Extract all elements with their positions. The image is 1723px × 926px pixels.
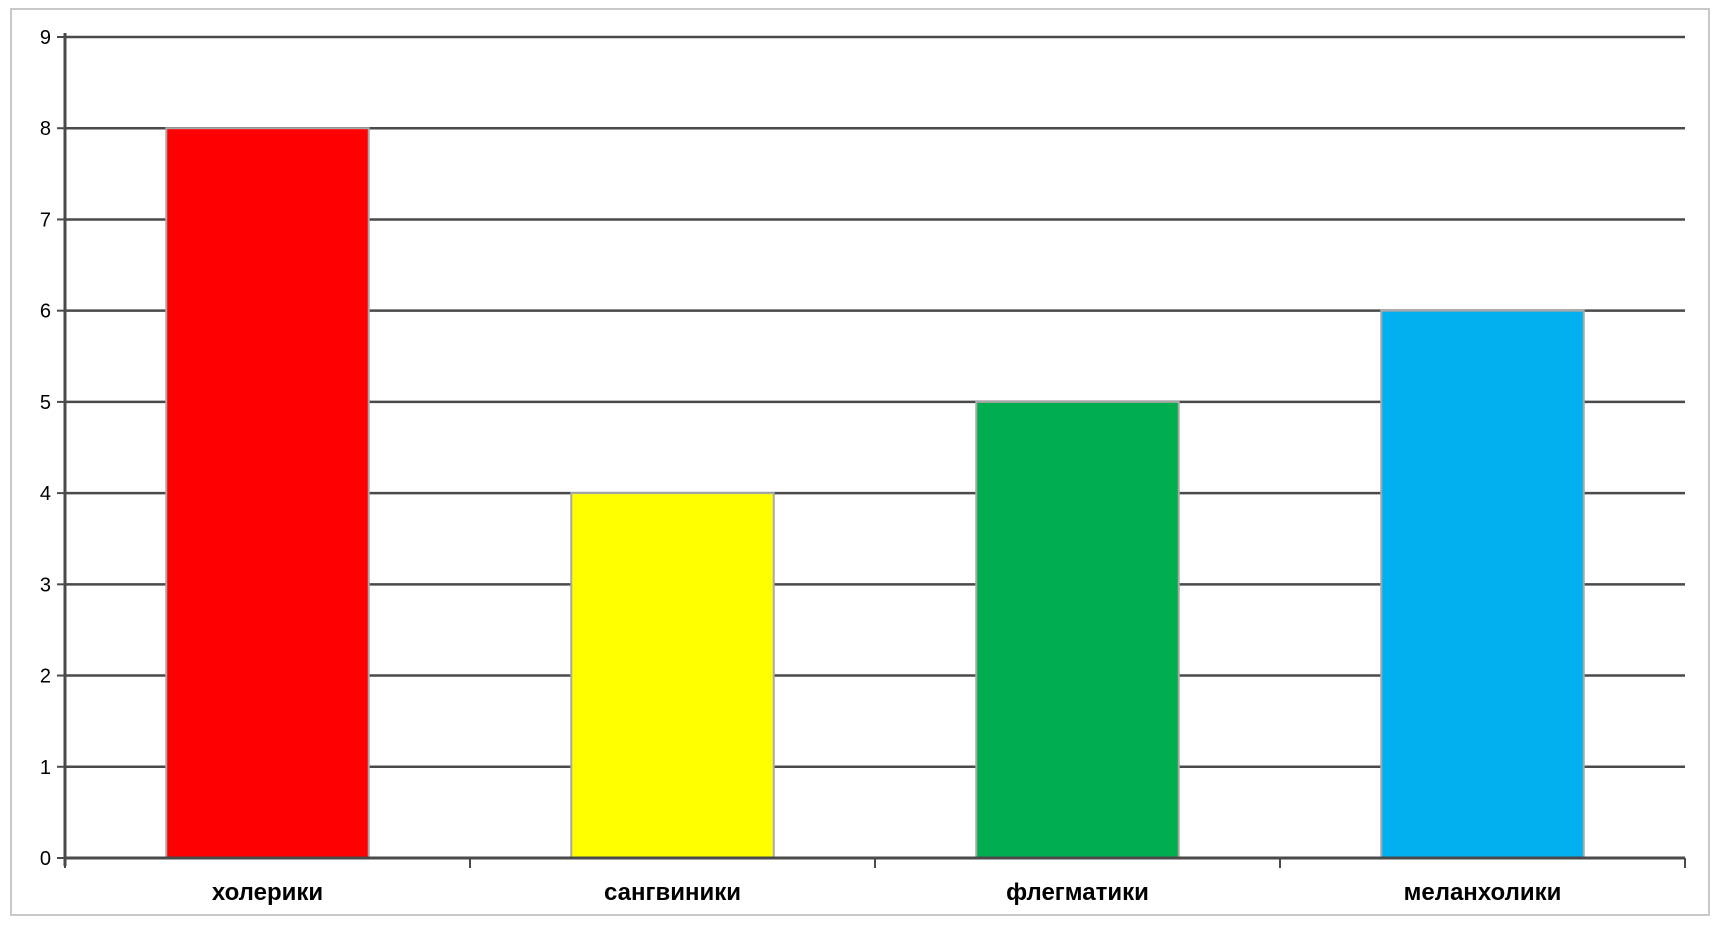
x-category-label: меланхолики	[1404, 879, 1562, 906]
y-tick-label: 2	[40, 666, 51, 688]
y-tick-label: 5	[40, 392, 51, 414]
y-tick-label: 8	[40, 118, 51, 140]
y-tick-label: 7	[40, 209, 51, 231]
y-tick-label: 0	[40, 848, 51, 870]
y-tick-label: 6	[40, 301, 51, 323]
y-tick-label: 9	[40, 27, 51, 49]
bar	[975, 400, 1180, 859]
bar	[165, 127, 370, 859]
y-tick-label: 1	[40, 757, 51, 779]
x-category-label: сангвиники	[604, 879, 741, 906]
x-category-label: флегматики	[1006, 879, 1149, 906]
axes	[57, 33, 1686, 868]
x-category-labels: холерики сангвиники флегматики меланхолики	[212, 879, 1562, 906]
x-category-label: холерики	[212, 879, 323, 906]
y-tick-label: 3	[40, 574, 51, 596]
bar	[570, 492, 775, 859]
y-tick-label: 4	[40, 483, 51, 505]
bars	[165, 127, 1585, 859]
y-tick-labels: 0 1 2 3 4 5 6 7 8 9	[40, 27, 51, 870]
bar	[1380, 309, 1585, 859]
